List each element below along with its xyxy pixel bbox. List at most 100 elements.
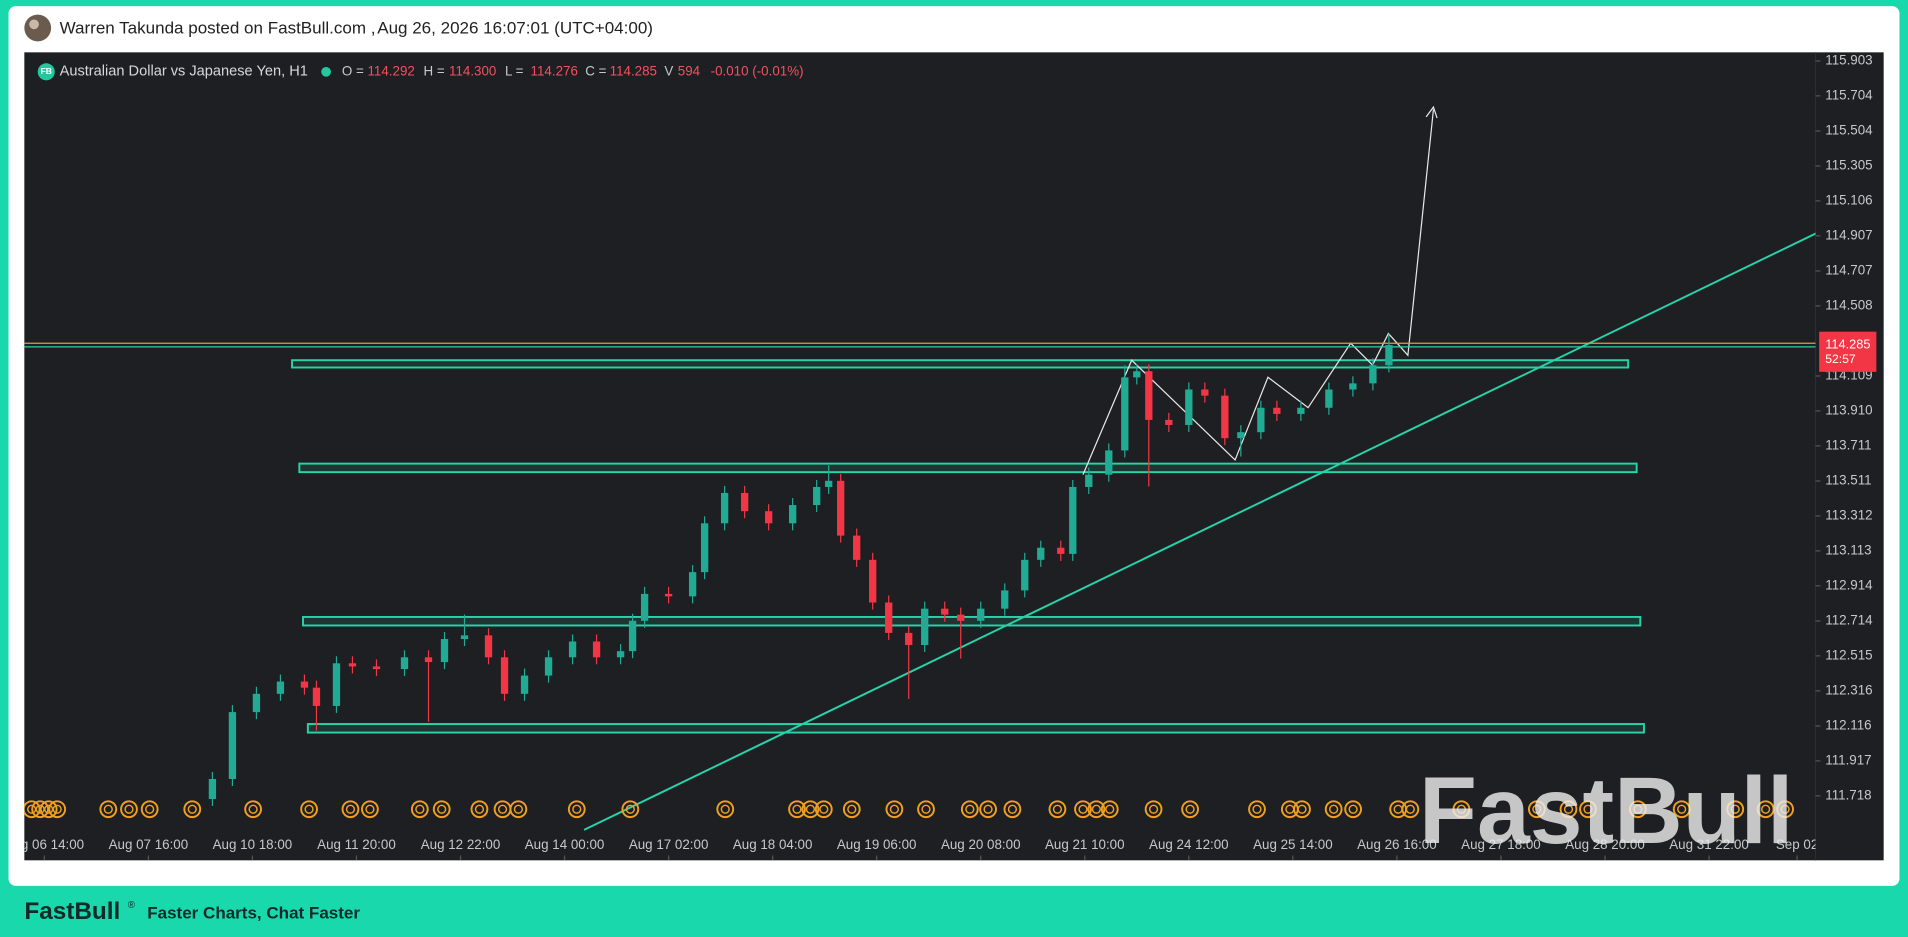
symbol-icon: FB (41, 66, 52, 76)
price-tag-countdown: 52:57 (1825, 352, 1856, 366)
y-tick-label: 112.914 (1825, 577, 1873, 592)
event-marker-inner (27, 804, 37, 814)
event-marker-inner (1105, 804, 1115, 814)
y-tick-label: 111.718 (1825, 787, 1871, 802)
candle-body (348, 663, 357, 667)
legend-value: 114.292 (367, 63, 414, 78)
candle-body (1349, 383, 1357, 390)
candle-body (1325, 389, 1333, 408)
candle-body (905, 632, 913, 646)
event-marker (1003, 800, 1022, 819)
trend-line (583, 232, 1816, 831)
symbol-icon-badge (37, 63, 55, 81)
event-marker (1087, 800, 1106, 819)
candle-body (1037, 547, 1045, 560)
event-marker (39, 800, 58, 819)
candle-body (1221, 395, 1229, 439)
candle-body (825, 480, 833, 487)
candle-body (1297, 407, 1305, 414)
projection-path (1082, 109, 1435, 475)
y-tick-label: 113.711 (1825, 437, 1871, 452)
event-marker-inner (805, 804, 816, 814)
legend-change: -0.010 (-0.01%) (711, 63, 804, 78)
event-marker-inner (415, 804, 425, 814)
event-marker (1144, 800, 1163, 819)
candle-body (740, 492, 749, 512)
event-marker-inner (1456, 804, 1467, 814)
event-marker-inner (304, 804, 314, 814)
event-marker-inner (1563, 804, 1574, 814)
event-marker-inner (345, 804, 356, 814)
status-dot (321, 66, 331, 77)
event-marker-inner (187, 804, 197, 814)
candle-body (885, 602, 893, 633)
candle-body (1273, 407, 1281, 414)
candle-body (252, 693, 261, 713)
event-marker (917, 800, 935, 819)
candle-body (853, 535, 861, 560)
legend-key: V (664, 63, 673, 78)
y-tick-label: 115.106 (1825, 192, 1872, 207)
footer-brand: FastBull (24, 898, 120, 925)
y-tick-label: 111.917 (1825, 752, 1871, 767)
event-marker (1579, 800, 1597, 819)
x-tick-label: Aug 18 04:00 (733, 837, 813, 852)
event-marker-inner (474, 804, 485, 814)
x-tick-label: Aug 20 08:00 (941, 837, 1021, 852)
y-tick-label: 114.508 (1825, 297, 1872, 312)
event-marker-inner (497, 804, 508, 814)
price-tag (1819, 331, 1877, 372)
candle-body (500, 657, 509, 694)
x-tick-label: Aug 24 12:00 (1149, 837, 1229, 852)
avatar-detail (29, 19, 39, 30)
candle-body (1165, 419, 1173, 425)
event-marker (341, 800, 360, 819)
footer-mark: ® (128, 900, 136, 911)
event-marker-inner (1297, 804, 1307, 814)
event-marker-inner (1052, 804, 1063, 814)
event-marker-inner (1405, 804, 1415, 814)
event-marker (1756, 800, 1775, 819)
candle-body (1105, 450, 1113, 475)
x-tick-label: Aug 07 16:00 (109, 837, 189, 852)
y-tick-label: 112.316 (1825, 682, 1872, 697)
chart-title: Australian Dollar vs Japanese Yen, H1 (60, 64, 308, 80)
event-marker (1776, 800, 1794, 819)
candle-body (440, 639, 449, 663)
event-marker (1401, 800, 1420, 819)
event-marker-inner (437, 804, 447, 814)
plot: Aug 06 14:00 Aug 07 16:00 Aug 10 18:00 Aug … (24, 105, 1816, 861)
x-tick-label: Aug 19 06:00 (837, 837, 917, 852)
event-marker (1452, 800, 1471, 819)
event-marker (31, 800, 50, 819)
candle-body (700, 523, 709, 573)
event-marker (244, 800, 262, 819)
candle-body (592, 641, 601, 658)
candle-body (688, 572, 697, 597)
candle-body (400, 657, 409, 670)
event-marker-inner (248, 804, 258, 814)
candle-body (977, 608, 985, 621)
event-marker-inner (983, 804, 993, 814)
event-marker-inner (1252, 804, 1262, 814)
candle-body (1145, 371, 1153, 420)
candle-body (628, 620, 637, 652)
x-tick-label: Aug 11 20:00 (317, 837, 396, 852)
legend-value: 114.300 (449, 63, 496, 78)
event-marker-inner (1348, 804, 1358, 814)
event-marker-inner (1761, 804, 1771, 814)
event-marker-inner (572, 804, 582, 814)
zone (302, 615, 1642, 627)
event-marker-inner (35, 804, 45, 814)
zone (291, 359, 1630, 369)
candle-body (484, 635, 493, 658)
event-marker-inner (103, 804, 113, 814)
candle-body (228, 712, 237, 779)
candle-body (1085, 474, 1093, 487)
event-marker-inner (1148, 804, 1159, 814)
event-marker (509, 800, 528, 819)
zones (291, 359, 1645, 734)
candle-body (764, 511, 773, 524)
legend-value: 114.285 (610, 63, 657, 78)
